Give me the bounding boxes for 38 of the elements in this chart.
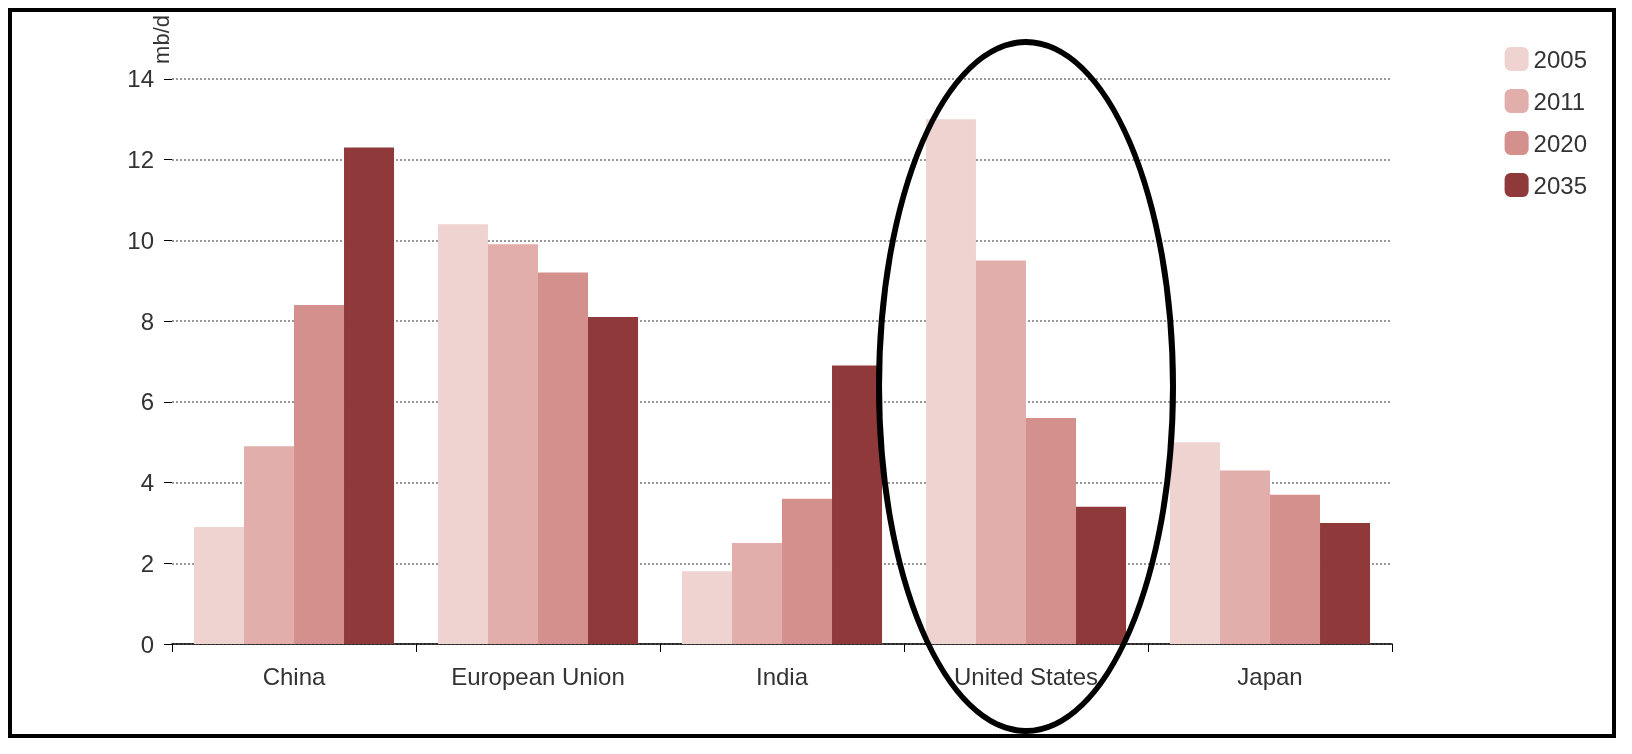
x-tick-label: United States: [953, 662, 1099, 690]
x-tick-label: Japan: [1237, 662, 1303, 690]
bar: [243, 446, 294, 644]
y-tick-label: 12: [127, 146, 154, 174]
bar: [588, 317, 639, 644]
bar: [487, 244, 538, 644]
bar: [782, 498, 833, 644]
bar: [1219, 470, 1270, 644]
y-tick-label: 8: [140, 307, 154, 335]
bar: [1169, 442, 1220, 644]
y-tick-label: 4: [140, 469, 154, 497]
legend-label: 2011: [1533, 87, 1586, 115]
x-tick-label: European Union: [451, 662, 625, 690]
y-axis-title: mb/d: [148, 15, 174, 64]
y-tick-label: 0: [140, 630, 154, 658]
bar: [975, 260, 1026, 644]
bar: [437, 224, 488, 644]
bar: [294, 304, 345, 644]
bar: [925, 119, 976, 644]
bar: [193, 526, 244, 644]
y-tick-label: 2: [140, 549, 154, 577]
bar: [681, 571, 732, 644]
legend-label: 2020: [1533, 129, 1587, 157]
y-tick-label: 6: [140, 388, 154, 416]
bar: [1076, 506, 1127, 644]
x-tick-label: India: [755, 662, 809, 690]
bar: [731, 543, 782, 644]
bar: [1320, 522, 1371, 644]
bar: [344, 147, 395, 644]
bar: [1270, 494, 1321, 644]
x-tick-label: China: [262, 662, 326, 690]
legend-label: 2035: [1533, 171, 1587, 199]
bar: [1026, 417, 1077, 644]
bar: [538, 272, 589, 644]
y-tick-label: 14: [127, 65, 154, 93]
legend-label: 2005: [1533, 45, 1587, 73]
y-tick-label: 10: [127, 226, 154, 254]
bar: [832, 365, 883, 644]
